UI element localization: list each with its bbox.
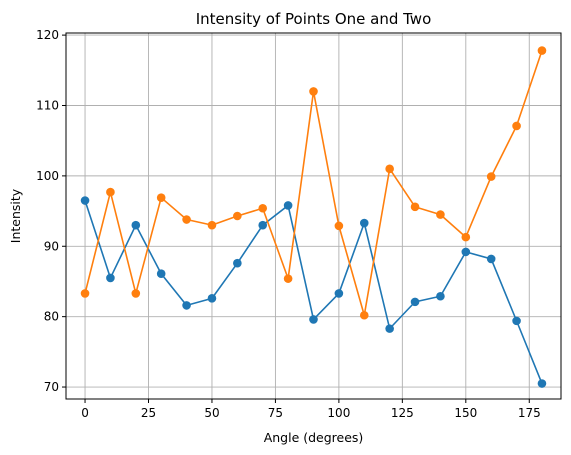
- x-tick-label: 75: [268, 406, 283, 420]
- data-point: [359, 310, 369, 320]
- data-point: [258, 203, 268, 213]
- data-point: [233, 258, 242, 268]
- data-point: [309, 315, 318, 324]
- data-point: [486, 254, 496, 264]
- x-tick-label: 25: [141, 406, 156, 420]
- data-point: [131, 220, 141, 230]
- data-point: [537, 379, 547, 388]
- data-point: [436, 291, 445, 301]
- data-point: [512, 121, 521, 131]
- y-tick-label: 90: [44, 239, 59, 253]
- series-layer: [80, 46, 547, 388]
- data-point: [106, 273, 115, 283]
- data-point: [410, 202, 420, 212]
- data-point: [359, 218, 369, 228]
- data-point: [283, 274, 293, 283]
- data-point: [156, 193, 166, 202]
- x-tick-label: 175: [518, 406, 541, 420]
- data-point: [207, 220, 217, 230]
- data-point: [461, 247, 471, 257]
- plot-frame: [65, 32, 562, 400]
- data-point: [486, 172, 496, 181]
- data-point: [131, 289, 141, 298]
- data-point: [80, 196, 90, 205]
- data-point: [80, 289, 90, 298]
- x-tick-label: 50: [204, 406, 219, 420]
- data-point: [537, 46, 547, 55]
- data-point: [283, 201, 293, 210]
- data-point: [182, 215, 191, 224]
- y-tick-label: 70: [44, 380, 59, 394]
- data-point: [334, 289, 344, 298]
- x-tick-label: 150: [454, 406, 477, 420]
- y-tick-label: 80: [44, 310, 59, 324]
- series-2: [80, 46, 547, 320]
- data-point: [309, 87, 318, 96]
- data-point: [156, 269, 166, 279]
- data-point: [461, 232, 471, 242]
- data-point: [207, 294, 217, 303]
- series-1: [80, 196, 547, 388]
- x-tick-label: 125: [391, 406, 414, 420]
- x-axis-label: Angle (degrees): [264, 430, 364, 445]
- x-axis-ticks: 0 25 50 75 100 125 150 175: [81, 399, 541, 420]
- data-point: [182, 301, 191, 310]
- y-tick-label: 110: [36, 98, 59, 112]
- x-tick-label: 100: [327, 406, 350, 420]
- y-tick-label: 120: [36, 28, 59, 42]
- y-axis-label: Intensity: [8, 188, 23, 243]
- x-tick-label: 0: [81, 406, 89, 420]
- data-point: [410, 297, 420, 307]
- data-point: [233, 211, 242, 221]
- data-point: [512, 316, 521, 326]
- y-tick-label: 100: [36, 169, 59, 183]
- chart-title: Intensity of Points One and Two: [196, 10, 432, 28]
- data-point: [106, 187, 115, 197]
- data-point: [436, 210, 445, 219]
- data-point: [385, 164, 394, 174]
- data-point: [258, 220, 268, 230]
- data-point: [334, 221, 344, 231]
- data-point: [385, 324, 394, 333]
- y-axis-ticks: 70 80 90 100 110 120: [36, 28, 66, 394]
